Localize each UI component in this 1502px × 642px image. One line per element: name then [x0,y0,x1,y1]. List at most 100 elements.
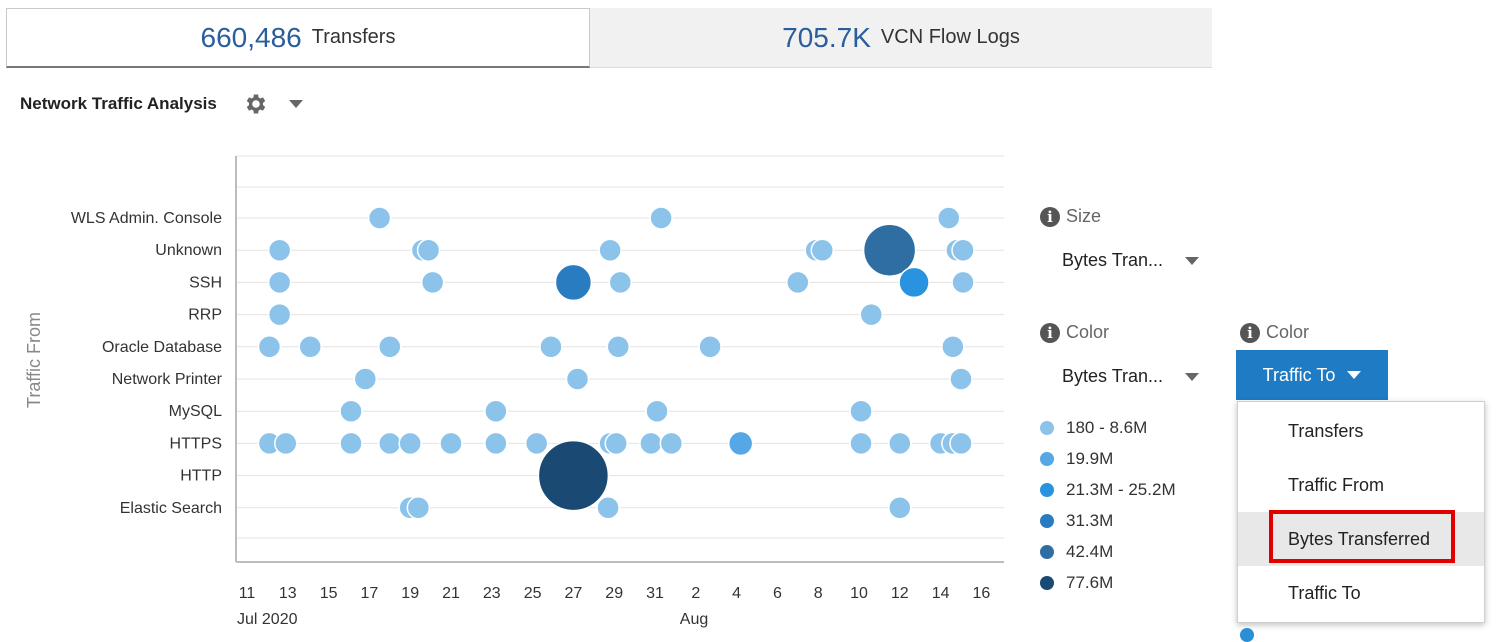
chart-grid [235,155,1004,563]
legend-label: 180 - 8.6M [1066,417,1148,437]
x-group-label: Jul 2020 [237,611,298,628]
legend-label: 31.3M [1066,510,1114,530]
bubble [606,335,631,359]
x-tick-label: 17 [361,585,379,602]
chart-bubbles [257,206,975,520]
legend-item: 77.6M [1040,567,1176,598]
size-control-label: i Size [1040,206,1101,227]
bubble [810,238,835,262]
color-select-value: Bytes Tran... [1062,366,1164,386]
summary-tabs: 660,486 Transfers 705.7K VCN Flow Logs [0,0,1212,70]
x-tick-label: 31 [646,585,664,602]
x-tick-label: 10 [850,585,868,602]
x-axis-labels: 11 13 15 17 19 21 23 25 27 29 31 2 4 6 8 10 12 14 16 Jul 20… [237,585,990,628]
x-tick-label: 8 [814,585,823,602]
gear-icon[interactable] [243,91,269,117]
menu-item-traffic-to[interactable]: Traffic To [1288,582,1361,603]
color-legend: 180 - 8.6M 19.9M 21.3M - 25.2M 31.3M 42.4M 77… [1040,412,1176,598]
legend-dot [1040,451,1054,466]
bubble [698,335,722,359]
bubble [639,431,663,456]
bubble [659,431,684,456]
panel-menu-caret-icon[interactable] [288,100,303,108]
bubble [378,431,402,456]
bubble-chart: WLS Admin. Console Unknown SSH RRP Oracle Da… [24,155,1004,628]
bubble [888,496,912,520]
bubble [339,431,363,456]
category-label: MySQL [169,403,222,420]
x-tick-label: 13 [279,585,297,602]
bubble [786,270,810,295]
category-label: Unknown [155,242,222,259]
info-icon[interactable]: i [1040,322,1060,343]
bubble [398,431,422,456]
tab-vcn-flow-logs[interactable]: 705.7K VCN Flow Logs [590,8,1212,68]
legend-item: 180 - 8.6M [1040,412,1176,443]
info-icon[interactable]: i [1040,206,1060,227]
x-tick-label: 6 [773,585,782,602]
x-group-label: Aug [680,611,708,628]
legend-item: 42.4M [1040,536,1176,567]
bubble [949,431,973,456]
bubble [267,238,292,262]
legend-dot [1040,482,1054,497]
bubble [849,431,873,456]
bubble [649,206,673,230]
category-label: RRP [188,307,222,324]
bubble [645,399,669,423]
color-select[interactable]: Bytes Tran... [1062,366,1200,387]
bubble [941,335,965,359]
x-tick-label: 12 [891,585,909,602]
menu-item-transfers[interactable]: Transfers [1288,420,1364,441]
category-label: HTTP [180,468,222,485]
x-tick-label: 16 [973,585,991,602]
legend-item: 21.3M - 25.2M [1040,474,1176,505]
legend-label: 42.4M [1066,541,1114,561]
bubble [267,270,292,295]
x-tick-label: 23 [483,585,501,602]
x-tick-label: 27 [565,585,583,602]
category-label: Oracle Database [102,339,222,356]
x-tick-label: 15 [320,585,338,602]
x-tick-label: 29 [605,585,623,602]
bubble [951,270,975,295]
x-tick-label: 21 [442,585,460,602]
vcn-flow-logs-label: VCN Flow Logs [880,26,1020,48]
transfers-count: 660,486 [200,21,302,53]
legend-label: 21.3M - 25.2M [1066,479,1176,499]
info-icon[interactable]: i [1240,322,1260,343]
bubble [353,367,378,391]
bubble [367,206,392,230]
menu-item-traffic-from[interactable]: Traffic From [1288,474,1385,495]
color-control-label: i Color [1040,322,1109,343]
legend-label: 77.6M [1066,572,1114,592]
bubble [257,335,282,359]
x-tick-label: 25 [524,585,542,602]
bubble [949,367,973,391]
legend-dot [1040,544,1054,559]
x-tick-label: 14 [932,585,950,602]
size-select[interactable]: Bytes Tran... [1062,250,1200,271]
highlight-annotation-box [1269,510,1455,563]
bubble [727,430,754,457]
category-label: Network Printer [112,371,223,388]
legend-dot [1040,575,1054,590]
chevron-down-icon [1185,372,1200,381]
traffic-to-dropdown-button[interactable]: Traffic To [1236,350,1388,400]
menu-item-bytes-transferred[interactable]: Bytes Transferred [1238,512,1484,566]
bubble [484,431,508,456]
category-label: HTTPS [170,435,222,452]
transfers-label: Transfers [311,26,396,48]
category-label: SSH [189,274,222,291]
panel-title: Network Traffic Analysis [20,94,217,113]
tab-transfers[interactable]: 660,486 Transfers [6,8,590,68]
bubble [439,431,463,456]
bubble [420,270,445,295]
bubble [274,431,298,456]
legend-item: 31.3M [1040,505,1176,536]
bubble [888,431,912,456]
bubble [598,238,622,262]
category-label: WLS Admin. Console [71,210,222,227]
traffic-to-button-label: Traffic To [1262,364,1336,385]
category-label: Elastic Search [120,500,222,517]
